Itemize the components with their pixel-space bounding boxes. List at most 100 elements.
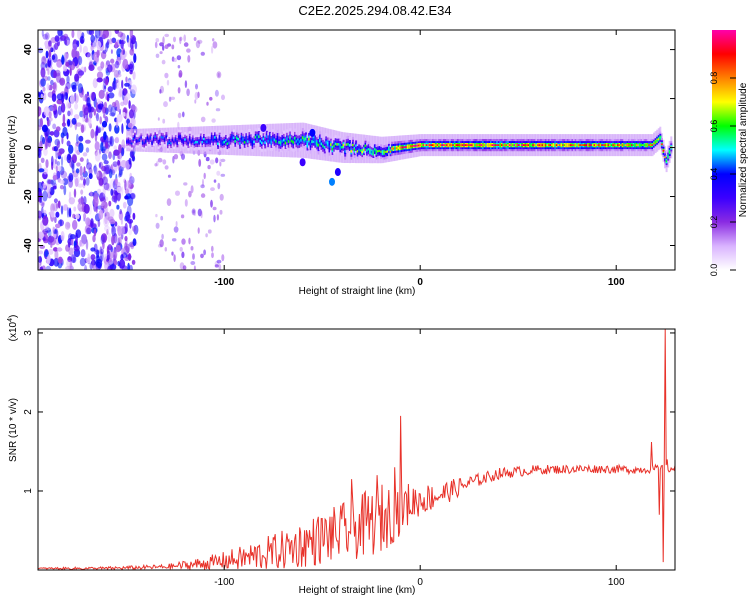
heatmap-noise-cell [55, 148, 58, 159]
heatmap-cell [468, 144, 470, 146]
heatmap-cell [361, 150, 364, 154]
heatmap-noise-cell [98, 89, 105, 99]
heatmap-noise-cell [124, 82, 130, 87]
heatmap-noise-cell [52, 82, 57, 90]
heatmap-noise-cell [64, 53, 69, 60]
heatmap-cell [275, 140, 278, 143]
heatmap-noise-cell [86, 162, 92, 170]
heatmap-noise-cell [57, 200, 61, 209]
heatmap-noise-cell [63, 33, 69, 39]
heatmap-noise-cell [41, 30, 44, 37]
heatmap-cell [516, 144, 519, 146]
heatmap-cell [204, 140, 207, 144]
heatmap-noise-cell [80, 124, 85, 133]
heatmap-noise-cell [60, 102, 66, 113]
heatmap-cell [640, 144, 643, 146]
heatmap-cell [457, 144, 459, 146]
heatmap-noise-cell [155, 213, 158, 218]
heatmap-cell [604, 144, 607, 146]
heatmap-cell [560, 144, 563, 146]
heatmap-noise-cell [75, 50, 80, 59]
heatmap-noise-cell [203, 249, 207, 256]
heatmap-noise-cell [181, 153, 185, 160]
heatmap-noise-cell [101, 200, 105, 206]
heatmap-cell [344, 149, 347, 153]
heatmap-cell [248, 136, 251, 139]
heatmap-cell [585, 144, 588, 146]
heatmap-cell [355, 144, 358, 147]
heatmap-cell [607, 144, 610, 146]
heatmap-noise-cell [79, 157, 84, 162]
heatmap-cell [229, 137, 232, 141]
heatmap-noise-cell [113, 149, 120, 156]
heatmap-cell [126, 140, 129, 143]
heatmap-cell [602, 144, 605, 146]
heatmap-cell [239, 142, 242, 145]
heatmap-noise-cell [120, 101, 125, 107]
heatmap-cell [421, 144, 423, 146]
heatmap-noise-cell [211, 245, 214, 252]
heatmap-noise-cell [50, 179, 57, 186]
heatmap-noise-cell [90, 247, 96, 252]
heatmap-noise-cell [46, 254, 51, 265]
heatmap-cell [137, 140, 140, 142]
heatmap-noise-cell [74, 103, 79, 110]
heatmap-cell [552, 144, 555, 146]
heatmap-cell [184, 138, 187, 141]
heatmap-cell [638, 144, 641, 146]
heatmap-noise-cell [114, 235, 120, 245]
heatmap-cell [320, 142, 323, 146]
heatmap-noise-cell [42, 54, 46, 64]
heatmap-noise-cell [195, 40, 201, 49]
heatmap-noise-cell [85, 217, 91, 226]
heatmap-noise-cell [67, 256, 72, 263]
heatmap-noise-cell [75, 122, 82, 127]
heatmap-noise-cell [94, 249, 100, 255]
heatmap-noise-cell [38, 47, 44, 54]
heatmap-noise-cell [188, 190, 192, 198]
heatmap-noise-cell [121, 123, 124, 135]
heatmap-noise-cell [86, 52, 93, 61]
heatmap-cell [479, 144, 481, 146]
chart-title: C2E2.2025.294.08.42.E34 [298, 3, 451, 18]
heatmap-noise-cell [212, 206, 217, 211]
heatmap-noise-cell [97, 219, 101, 228]
heatmap-cell [201, 141, 204, 144]
heatmap-noise-cell [175, 190, 180, 196]
heatmap-noise-cell [50, 47, 54, 53]
heatmap-noise-cell [103, 164, 110, 175]
heatmap-cell [562, 144, 565, 146]
heatmap-noise-cell [182, 111, 185, 118]
heatmap-noise-cell [159, 85, 164, 94]
colorbar-label: Normalized spectral amplitude [738, 82, 749, 217]
heatmap-cell [649, 144, 652, 146]
heatmap-noise-cell [41, 202, 45, 208]
heatmap-noise-cell [120, 32, 126, 41]
heatmap-cell [381, 151, 384, 154]
heatmap-cell [319, 139, 322, 142]
heatmap-cell [372, 151, 375, 155]
heatmap-cell [405, 146, 408, 148]
heatmap-noise-cell [134, 40, 138, 50]
heatmap-noise-cell [53, 232, 57, 239]
heatmap-noise-cell [86, 30, 93, 35]
heatmap-noise-cell [75, 95, 79, 103]
heatmap-cell [256, 135, 259, 139]
heatmap-noise-cell [95, 112, 99, 119]
heatmap-cell [662, 149, 665, 152]
heatmap-noise-cell [107, 232, 112, 243]
heatmap-noise-cell [132, 238, 137, 247]
heatmap-noise-cell [82, 95, 86, 102]
heatmap-noise-cell [190, 246, 194, 251]
heatmap-noise-cell [73, 188, 77, 198]
heatmap-cell [345, 143, 348, 146]
heatmap-noise-cell [209, 159, 215, 165]
heatmap-noise-cell [181, 238, 186, 245]
heatmap-noise-cell [214, 89, 219, 97]
heatmap-noise-cell [117, 260, 120, 267]
heatmap-noise-cell [111, 37, 117, 44]
heatmap-noise-cell [118, 236, 122, 247]
heatmap-noise-cell [193, 212, 196, 217]
heatmap-cell [628, 144, 630, 146]
heatmap-noise-cell [155, 53, 160, 58]
